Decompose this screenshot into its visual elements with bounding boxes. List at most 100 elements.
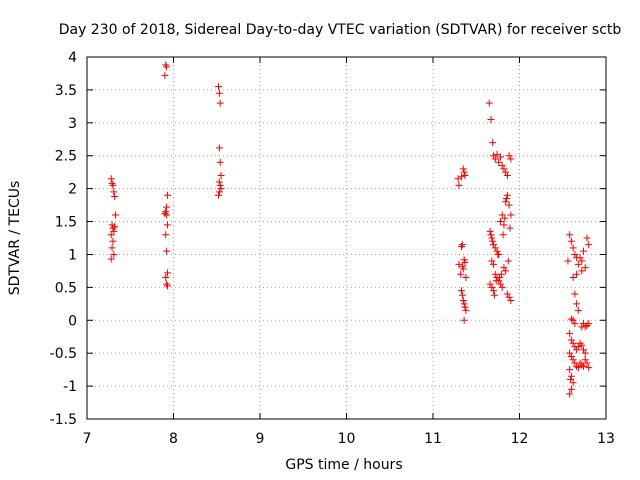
data-point xyxy=(491,270,499,278)
data-point xyxy=(162,273,170,281)
axis-ticks xyxy=(86,56,607,420)
data-point xyxy=(581,323,589,331)
x-tick-label: 9 xyxy=(256,431,265,447)
data-point xyxy=(567,372,575,380)
data-point xyxy=(569,316,577,324)
data-point xyxy=(489,139,497,147)
data-point xyxy=(569,356,577,364)
data-point xyxy=(498,283,506,291)
data-point xyxy=(107,175,115,183)
data-point xyxy=(495,158,503,166)
data-point xyxy=(507,297,515,305)
data-point xyxy=(461,258,469,266)
data-point xyxy=(461,303,469,311)
data-point xyxy=(573,300,581,308)
data-point xyxy=(566,349,574,357)
data-point xyxy=(505,152,513,160)
y-tick-label: 3 xyxy=(68,116,77,132)
data-point xyxy=(108,244,116,252)
x-tick-label: 10 xyxy=(338,431,356,447)
data-point xyxy=(581,349,589,357)
data-point xyxy=(216,158,224,166)
data-point xyxy=(459,297,467,305)
y-tick-label: 2.5 xyxy=(55,149,77,165)
x-tick-label: 13 xyxy=(597,431,615,447)
data-point xyxy=(163,282,171,290)
data-point xyxy=(490,241,498,249)
data-point xyxy=(502,267,510,275)
data-point xyxy=(566,390,574,398)
data-point xyxy=(567,315,575,323)
x-tick-labels: 7 8 9 10 11 12 13 xyxy=(83,431,615,447)
data-point xyxy=(503,171,511,179)
data-point xyxy=(486,280,494,288)
data-point xyxy=(567,385,575,393)
data-point xyxy=(500,165,508,173)
data-point xyxy=(496,218,504,226)
data-point xyxy=(503,195,511,203)
data-point xyxy=(566,329,574,337)
data-point xyxy=(112,211,120,219)
data-point xyxy=(161,71,169,79)
data-point xyxy=(458,243,466,251)
data-point xyxy=(573,346,581,354)
data-point xyxy=(489,237,497,245)
data-point xyxy=(505,293,513,301)
y-tick-label: 3.5 xyxy=(55,83,77,99)
data-point xyxy=(217,171,225,179)
data-point xyxy=(585,241,593,249)
data-point xyxy=(215,178,223,186)
data-point xyxy=(163,211,171,219)
data-point xyxy=(501,214,509,222)
data-point xyxy=(487,231,495,239)
data-point xyxy=(580,362,588,370)
y-tick-label: 0.5 xyxy=(55,280,77,296)
data-point xyxy=(488,234,496,242)
data-point xyxy=(574,260,582,268)
data-point xyxy=(490,287,498,295)
data-point xyxy=(581,356,589,364)
data-point xyxy=(110,250,118,258)
data-point xyxy=(216,99,224,107)
data-point xyxy=(460,300,468,308)
y-tick-label: 2 xyxy=(68,182,77,198)
data-point xyxy=(490,291,498,299)
data-point xyxy=(163,221,171,229)
x-tick-label: 11 xyxy=(424,431,442,447)
data-point xyxy=(216,181,224,189)
data-point xyxy=(502,168,510,176)
data-point xyxy=(576,254,584,262)
data-point xyxy=(214,191,222,199)
data-point xyxy=(488,257,496,265)
data-point xyxy=(571,290,579,298)
data-point xyxy=(503,191,511,199)
data-point xyxy=(504,257,512,265)
y-tick-label: 1 xyxy=(68,247,77,263)
data-point xyxy=(505,201,513,209)
x-tick-label: 8 xyxy=(169,431,178,447)
data-point xyxy=(109,181,117,189)
data-point xyxy=(214,83,222,91)
data-point xyxy=(163,247,171,255)
data-point xyxy=(485,99,493,107)
y-tick-label: -1.5 xyxy=(50,412,77,428)
y-tick-label: 4 xyxy=(68,50,77,66)
data-point xyxy=(161,210,169,218)
data-point xyxy=(578,341,586,349)
data-point xyxy=(498,162,506,170)
data-point xyxy=(460,168,468,176)
data-point xyxy=(497,270,505,278)
data-point xyxy=(109,237,117,245)
data-point xyxy=(455,260,463,268)
data-point xyxy=(491,244,499,252)
data-point xyxy=(163,63,171,71)
data-point xyxy=(503,290,511,298)
data-point xyxy=(496,153,504,161)
data-point xyxy=(496,280,504,288)
data-point xyxy=(571,320,579,328)
data-point xyxy=(491,155,499,163)
data-point xyxy=(581,264,589,272)
data-point xyxy=(506,224,514,232)
data-point xyxy=(490,260,498,268)
